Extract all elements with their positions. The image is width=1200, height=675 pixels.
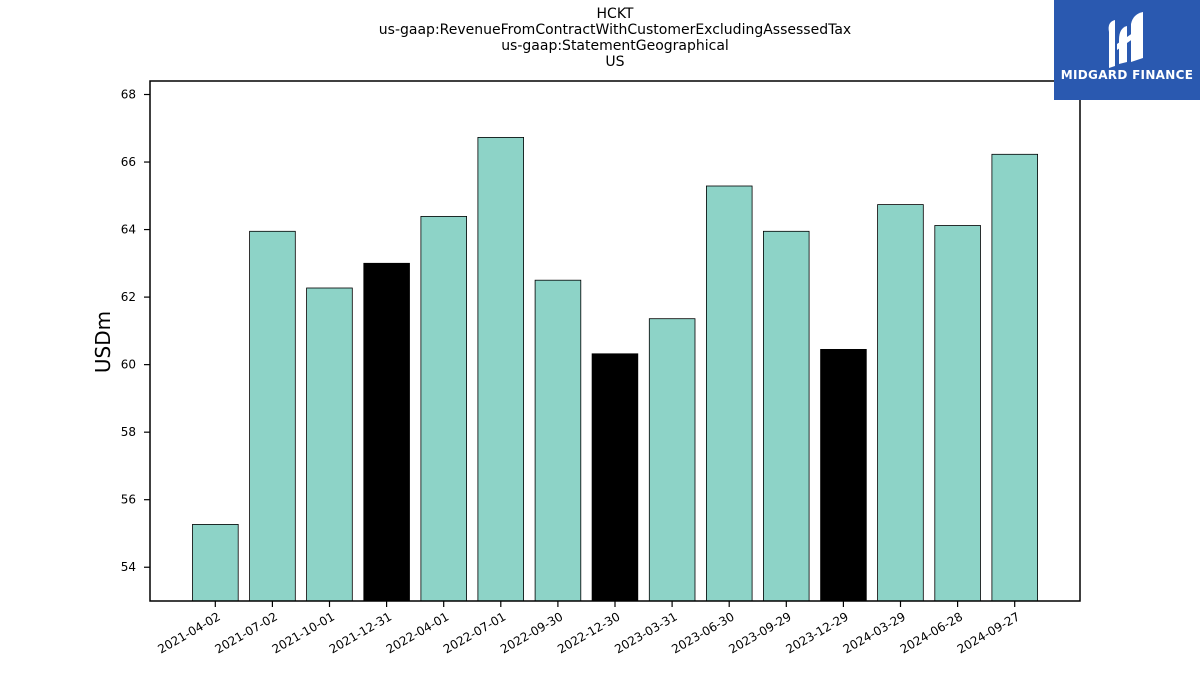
chart-title-line-2: us-gaap:RevenueFromContractWithCustomerE… [378, 22, 852, 38]
x-tick-label: 2024-09-27 [955, 609, 1022, 656]
y-tick-label: 66 [121, 155, 136, 169]
y-tick-label: 64 [121, 223, 136, 237]
x-tick-label: 2021-04-02 [155, 609, 222, 656]
bar-2021-04-02 [192, 524, 239, 602]
y-tick-label: 62 [121, 290, 136, 304]
logo-text: MIDGARD FINANCE [1060, 68, 1194, 82]
bar-2022-04-01 [420, 215, 467, 602]
bar-2021-07-02 [249, 230, 296, 602]
x-tick-label: 2021-10-01 [270, 609, 337, 656]
y-axis-label: USDm [91, 311, 115, 373]
bar-2023-12-29 [820, 348, 867, 602]
x-tick-label: 2022-12-30 [555, 609, 622, 656]
x-tick-label: 2022-09-30 [498, 609, 565, 656]
bars-group [192, 136, 1039, 602]
bar-2022-07-01 [477, 136, 524, 602]
x-tick-label: 2021-07-02 [212, 609, 279, 656]
midgard-finance-logo: MIDGARD FINANCE [1054, 0, 1200, 100]
y-tick-label: 68 [121, 88, 136, 102]
bar-2022-12-30 [591, 353, 639, 602]
x-tick-label: 2024-06-28 [898, 609, 965, 656]
y-tick-label: 58 [121, 425, 136, 439]
bar-2023-03-31 [648, 318, 696, 602]
bar-2024-06-28 [934, 225, 981, 602]
x-tick-label: 2024-03-29 [841, 609, 908, 656]
bar-2022-09-30 [534, 279, 582, 602]
logo-mark-icon [1108, 12, 1143, 68]
x-tick-label: 2023-03-31 [612, 609, 679, 656]
bar-2021-12-31 [363, 262, 410, 602]
chart-title-line-4: US [605, 54, 625, 70]
chart-title-line-1: HCKT [596, 6, 634, 22]
y-axis: 54 56 58 60 62 64 66 68 [121, 88, 150, 574]
x-tick-label: 2023-09-29 [726, 609, 793, 656]
bar-2023-09-29 [763, 230, 810, 602]
x-tick-label: 2022-04-01 [384, 609, 451, 656]
x-tick-label: 2023-06-30 [669, 609, 736, 656]
chart-title-line-3: us-gaap:StatementGeographical [501, 38, 729, 54]
y-tick-label: 54 [121, 560, 136, 574]
bar-2021-10-01 [306, 287, 353, 602]
y-tick-label: 56 [121, 493, 136, 507]
x-tick-label: 2021-12-31 [327, 609, 394, 656]
chart-title-block: HCKT us-gaap:RevenueFromContractWithCust… [150, 6, 1080, 70]
y-tick-label: 60 [121, 358, 136, 372]
x-axis: 2021-04-022021-07-022021-10-012021-12-31… [155, 601, 1022, 656]
bar-2024-09-27 [991, 153, 1039, 602]
bar-2024-03-29 [877, 204, 924, 602]
x-tick-label: 2022-07-01 [441, 609, 508, 656]
bar-2023-06-30 [706, 185, 753, 602]
x-tick-label: 2023-12-29 [783, 609, 850, 656]
